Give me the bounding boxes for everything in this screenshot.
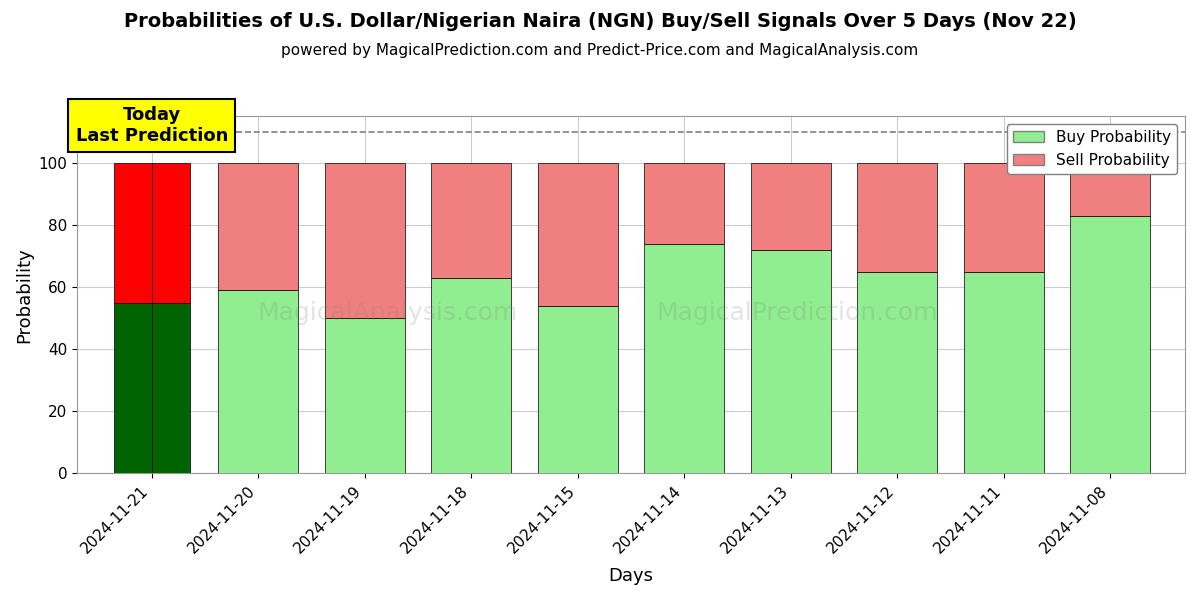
Bar <box>325 163 404 318</box>
Bar <box>538 305 618 473</box>
Bar <box>151 163 190 302</box>
Bar <box>218 163 298 290</box>
Bar <box>751 163 830 250</box>
Legend: Buy Probability, Sell Probability: Buy Probability, Sell Probability <box>1007 124 1177 174</box>
Bar <box>431 278 511 473</box>
Text: powered by MagicalPrediction.com and Predict-Price.com and MagicalAnalysis.com: powered by MagicalPrediction.com and Pre… <box>281 43 919 58</box>
Text: MagicalAnalysis.com: MagicalAnalysis.com <box>257 301 517 325</box>
Bar <box>1070 163 1151 215</box>
Bar <box>858 163 937 272</box>
Bar <box>218 290 298 473</box>
Bar <box>114 163 151 302</box>
Y-axis label: Probability: Probability <box>14 247 32 343</box>
Bar <box>964 163 1044 272</box>
Bar <box>325 318 404 473</box>
Bar <box>858 272 937 473</box>
Bar <box>114 302 151 473</box>
X-axis label: Days: Days <box>608 567 654 585</box>
Bar <box>644 163 725 244</box>
Bar <box>751 250 830 473</box>
Text: MagicalPrediction.com: MagicalPrediction.com <box>656 301 938 325</box>
Text: Today
Last Prediction: Today Last Prediction <box>76 106 228 145</box>
Bar <box>1070 215 1151 473</box>
Bar <box>964 272 1044 473</box>
Bar <box>431 163 511 278</box>
Bar <box>644 244 725 473</box>
Bar <box>538 163 618 305</box>
Bar <box>151 302 190 473</box>
Text: Probabilities of U.S. Dollar/Nigerian Naira (NGN) Buy/Sell Signals Over 5 Days (: Probabilities of U.S. Dollar/Nigerian Na… <box>124 12 1076 31</box>
